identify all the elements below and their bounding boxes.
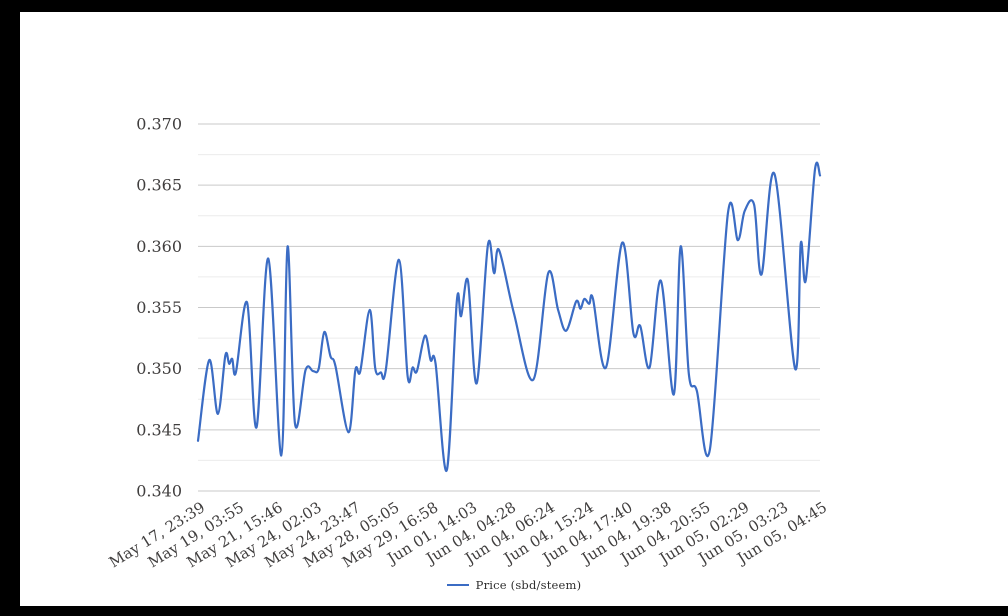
chart-legend: Price (sbd/steem): [20, 578, 1008, 592]
y-axis-tick-label: 0.350: [136, 359, 182, 378]
price-series-line: [196, 161, 822, 472]
y-axis-tick-label: 0.365: [136, 176, 182, 195]
legend-line-swatch: [446, 584, 469, 586]
y-axis-tick-label: 0.360: [136, 237, 182, 256]
legend-label: Price (sbd/steem): [475, 578, 582, 592]
y-axis-tick-label: 0.340: [136, 482, 182, 501]
y-axis-tick-label: 0.355: [136, 298, 182, 317]
chart-canvas: 0.340 0.345 0.350 0.355 0.360 0.365 0.370 May 1…: [20, 12, 1008, 606]
y-axis-tick-label: 0.370: [136, 115, 182, 134]
y-axis-tick-label: 0.345: [136, 420, 182, 439]
